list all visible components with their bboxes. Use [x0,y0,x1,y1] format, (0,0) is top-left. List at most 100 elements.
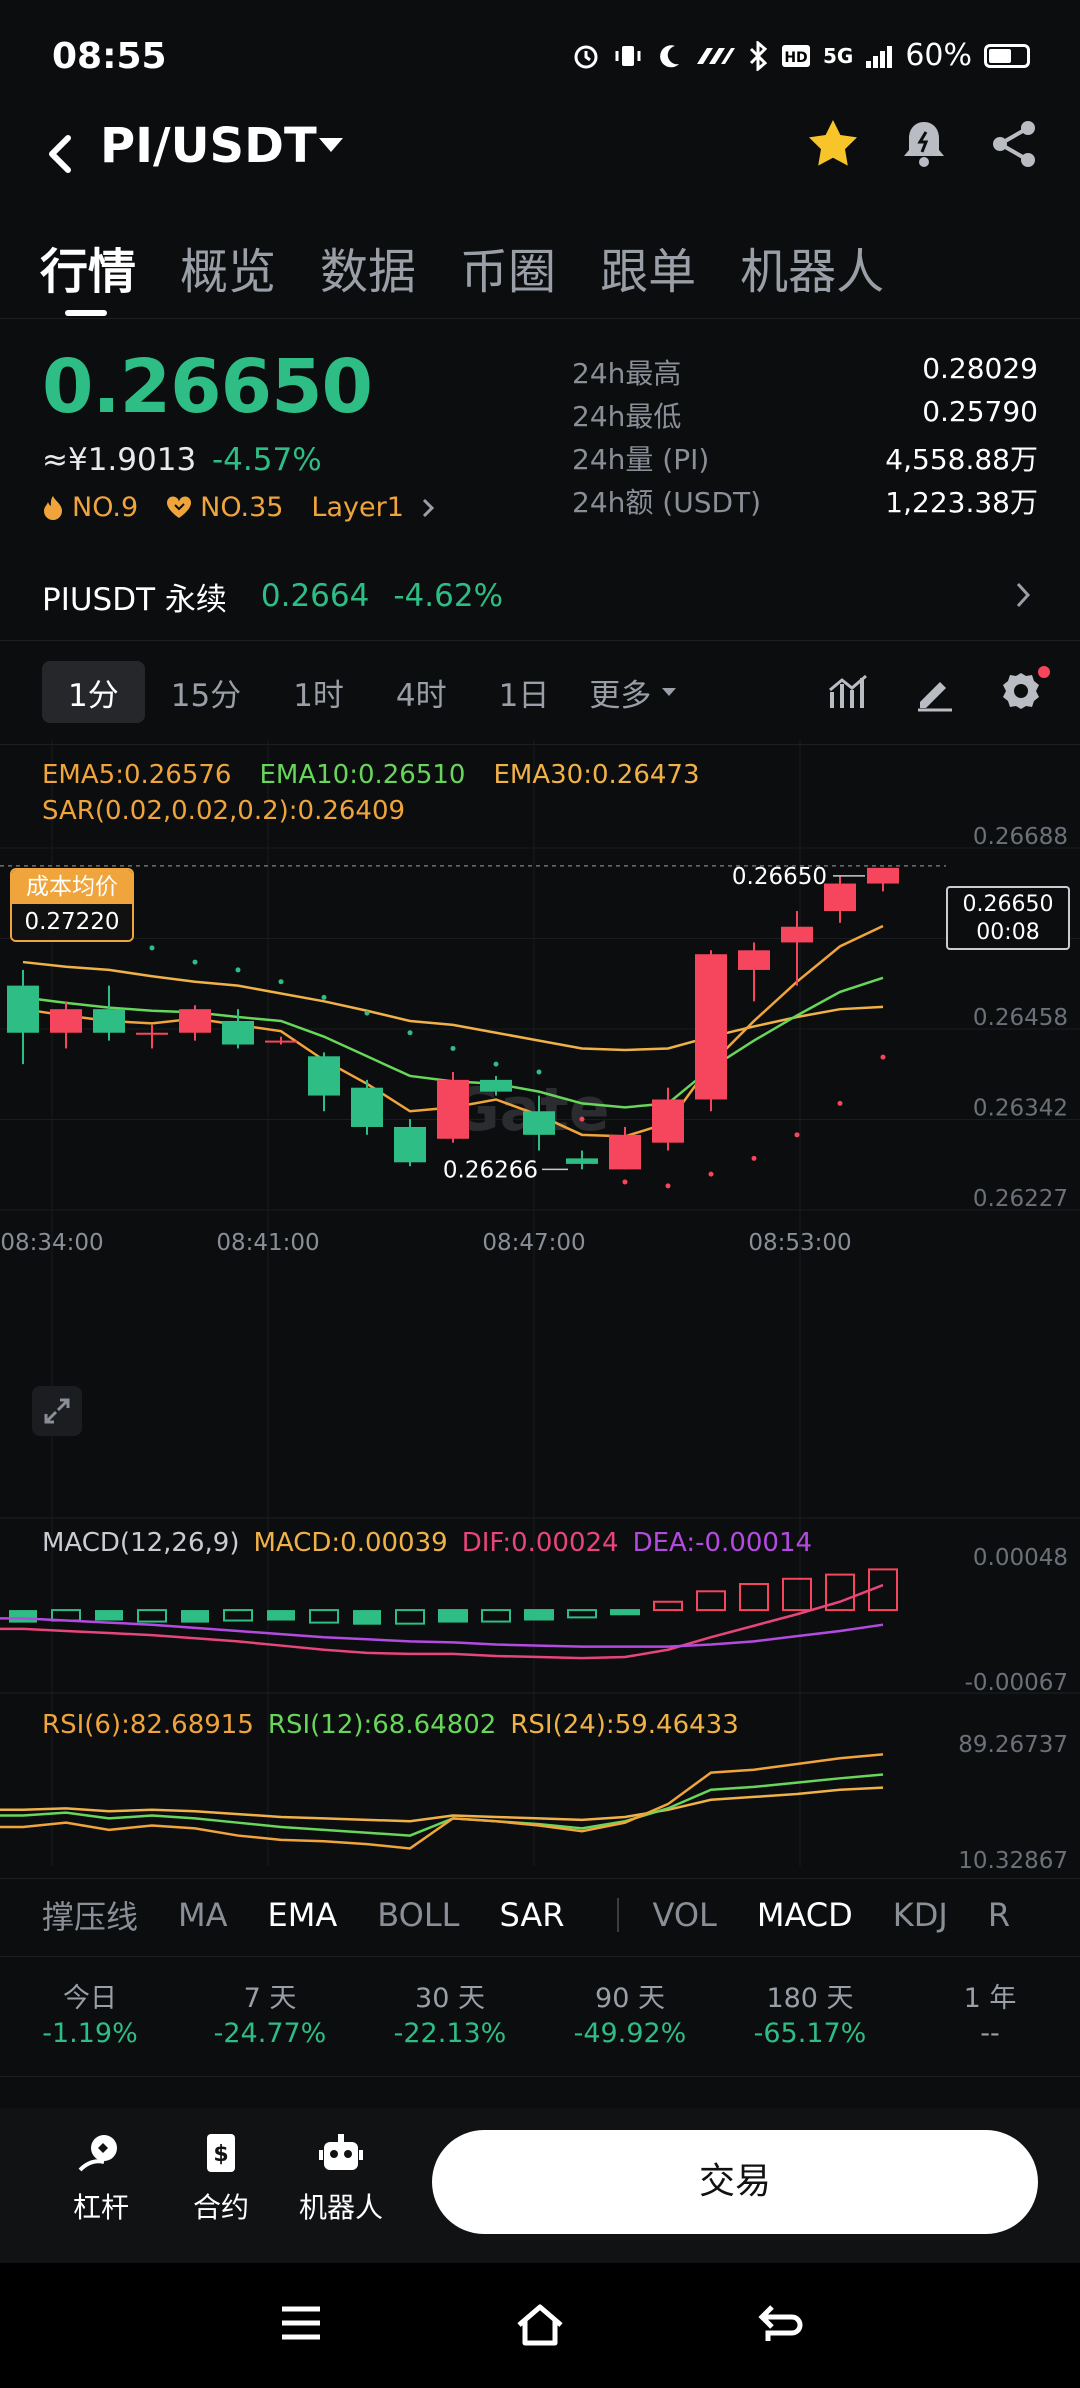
macd-bar [567,1609,597,1619]
dea-line [0,1617,884,1648]
kline-chart[interactable]: 0.266880.265730.264580.263420.2622708:34… [0,740,1080,1870]
tab-ma[interactable]: MA [178,1896,228,1934]
caret-down-icon [662,688,677,696]
sar-dot [149,945,155,951]
support-resistance-tab[interactable]: 撑压线 [42,1898,139,1936]
tab-data[interactable]: 数据 [320,244,417,300]
contract-button[interactable]: $ 合约 [166,2132,276,2226]
stat-high: 24h最高 0.28029 [572,352,1038,390]
candle-body [50,1009,82,1033]
share-icon[interactable] [986,116,1042,172]
candle-body [437,1079,469,1139]
leverage-icon [78,2135,117,2172]
candle-body [136,1032,168,1035]
avg-cost-label: 成本均价 [12,870,132,904]
hot-rank[interactable]: NO.9 [42,492,138,523]
tab-kdj[interactable]: KDJ [892,1896,948,1934]
y-tick-label: 0.26458 [973,1005,1068,1031]
menu-icon[interactable] [280,2303,322,2343]
sar-dot [450,1045,456,1051]
back-nav-icon[interactable] [758,2303,804,2345]
robot-button[interactable]: 机器人 [286,2132,396,2226]
macd-y-tick: 0.00048 [973,1545,1068,1571]
sar-dot [622,1179,628,1185]
y-tick-label: 0.26342 [973,1096,1068,1122]
tab-copy-trading[interactable]: 跟单 [600,244,697,300]
favorite-star-icon[interactable] [805,116,861,172]
dif-line [0,1583,884,1660]
chevron-down-icon[interactable] [318,136,344,154]
interval-more[interactable]: 更多 [589,670,677,715]
divider [0,1956,1080,1957]
chart-settings[interactable] [998,666,1050,714]
perf-7d: 7 天 -24.77% [213,1983,327,2049]
tab-vol[interactable]: VOL [652,1896,717,1934]
candle-body [523,1111,555,1135]
tab-community[interactable]: 币圈 [460,244,557,300]
system-nav-bar [0,2263,1080,2388]
interval-4h[interactable]: 4时 [395,677,447,714]
tab-boll[interactable]: BOLL [377,1896,460,1934]
macd-bar [438,1609,468,1623]
sar-value: SAR(0.02,0.02,0.2):0.26409 [42,796,406,826]
last-price: 0.26650 [42,344,373,430]
x-tick-label: 08:53:00 [748,1230,851,1256]
macd-bar [653,1600,683,1612]
favorites-rank[interactable]: NO.35 [166,492,283,523]
tab-macd[interactable]: MACD [756,1896,853,1934]
tab-ema[interactable]: EMA [267,1896,338,1934]
bluetooth-icon [749,40,768,71]
candle-body [394,1126,426,1163]
ema30-value: EMA30:0.26473 [493,760,700,790]
macd-bar [696,1590,726,1612]
pair-title[interactable]: PI/USDT [100,118,317,174]
candle-body [652,1099,684,1143]
back-button[interactable] [40,124,80,184]
category-link[interactable]: Layer1 [311,492,435,523]
sar-dot [665,1183,671,1189]
y-tick-label: 0.26688 [973,824,1068,850]
macd-bar [309,1609,339,1624]
carrier-icon [696,47,735,64]
interval-1m[interactable]: 1分 [42,661,145,723]
tab-overview[interactable]: 概览 [180,244,277,300]
divider [0,2076,1080,2077]
fullscreen-button[interactable] [32,1386,82,1436]
main-tabs: 行情 概览 数据 币圈 跟单 机器人 [40,232,885,316]
interval-15m[interactable]: 15分 [170,677,242,714]
signal-icon [866,45,893,68]
bottom-action-bar: 杠杆 $ 合约 机器人 交易 [0,2108,1080,2263]
draw-pen-icon[interactable] [912,668,958,714]
ema-legend: EMA5:0.26576 EMA10:0.26510 EMA30:0.26473 [42,760,700,790]
alarm-icon [574,45,598,68]
tab-market[interactable]: 行情 [40,232,136,316]
tab-bots[interactable]: 机器人 [740,244,885,300]
battery-percent: 60% [905,38,972,73]
perpetual-row[interactable]: PIUSDT 永续 0.2664 -4.62% [42,576,1032,618]
macd-bar [181,1610,209,1623]
sar-dot [837,1100,843,1106]
leverage-button[interactable]: 杠杆 [46,2132,156,2226]
divider [0,744,1080,745]
macd-bar [524,1609,554,1621]
candle-body [824,883,856,912]
interval-1d[interactable]: 1日 [498,677,550,714]
tab-sar[interactable]: SAR [499,1896,565,1934]
ema30-path [22,960,884,1052]
tab-rsi[interactable]: R [987,1896,1011,1934]
network-type: 5G [822,43,854,68]
trade-button[interactable]: 交易 [432,2130,1038,2234]
home-icon[interactable] [515,2303,565,2347]
interval-1h[interactable]: 1时 [293,677,344,714]
avg-cost-value: 0.27220 [12,904,132,940]
divider [0,640,1080,641]
candle-body [738,950,770,970]
indicator-icon[interactable] [826,668,872,714]
price-alert-bell-icon[interactable] [896,116,952,172]
perf-90d: 90 天 -49.92% [573,1983,687,2049]
stats-24h: 24h最高 0.28029 24h最低 0.25790 24h量 (PI) 4,558… [572,352,1038,524]
chevron-right-icon [1016,582,1031,608]
x-tick-label: 08:41:00 [216,1230,319,1256]
divider [0,1878,1080,1879]
sar-dot [364,1010,370,1016]
